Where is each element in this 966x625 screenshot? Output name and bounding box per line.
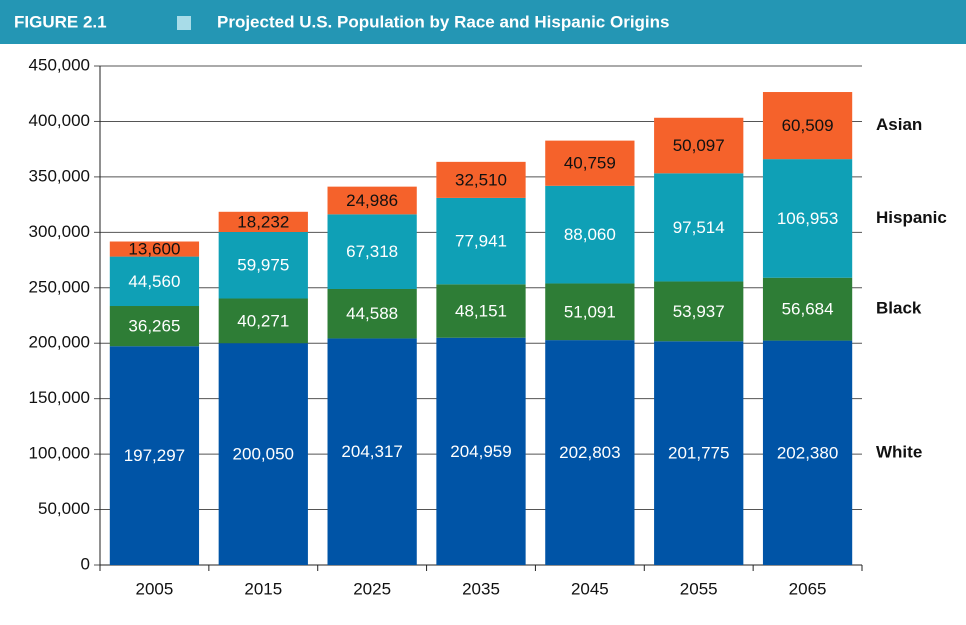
header-square xyxy=(177,16,191,30)
data-label: 36,265 xyxy=(128,317,180,336)
chart-title: Projected U.S. Population by Race and Hi… xyxy=(217,12,669,31)
legend-label: White xyxy=(876,442,922,461)
data-label: 51,091 xyxy=(564,302,616,321)
data-label: 40,759 xyxy=(564,154,616,173)
y-tick-label: 250,000 xyxy=(29,277,90,296)
data-label: 53,937 xyxy=(673,302,725,321)
y-tick-label: 100,000 xyxy=(29,444,90,463)
legend-label: Hispanic xyxy=(876,208,947,227)
data-label: 202,380 xyxy=(777,443,838,462)
header-bar xyxy=(0,0,966,44)
bar-segment xyxy=(436,337,526,565)
y-tick-label: 350,000 xyxy=(29,166,90,185)
data-label: 88,060 xyxy=(564,225,616,244)
bar-segment xyxy=(654,117,744,174)
y-tick-label: 150,000 xyxy=(29,388,90,407)
x-tick-label: 2025 xyxy=(353,579,391,598)
bar-segment xyxy=(545,340,635,565)
data-label: 106,953 xyxy=(777,209,838,228)
bar-segment xyxy=(545,140,635,186)
bar-segment xyxy=(762,159,853,278)
bar-segment xyxy=(218,232,308,299)
x-tick-label: 2015 xyxy=(244,579,282,598)
bar-segment xyxy=(436,161,526,198)
bar-segment xyxy=(218,211,308,233)
bar-segment xyxy=(109,241,200,257)
bar-segment xyxy=(762,277,853,341)
data-label: 197,297 xyxy=(124,446,185,465)
bars: 197,297 36,265 44,560 13,600 200,050 40,271 59… xyxy=(109,92,853,565)
x-tick-label: 2045 xyxy=(571,579,609,598)
x-tick-label: 2005 xyxy=(136,579,174,598)
bar-segment xyxy=(762,340,853,565)
y-tick-label: 300,000 xyxy=(29,222,90,241)
figure-label: FIGURE 2.1 xyxy=(14,12,107,31)
x-tick-label: 2065 xyxy=(789,579,827,598)
bar-segment xyxy=(436,197,526,285)
legend-label: Asian xyxy=(876,115,922,134)
data-label: 44,560 xyxy=(128,272,180,291)
legend-label: Black xyxy=(876,299,922,318)
data-label: 67,318 xyxy=(346,242,398,261)
bar-segment xyxy=(327,288,417,339)
data-label: 204,317 xyxy=(341,442,402,461)
bar-segment xyxy=(762,92,853,160)
bar-segment xyxy=(654,281,744,342)
bar-segment xyxy=(218,298,308,344)
data-label: 32,510 xyxy=(455,170,507,189)
data-label: 50,097 xyxy=(673,136,725,155)
y-tick-label: 200,000 xyxy=(29,333,90,352)
y-tick-label: 400,000 xyxy=(29,111,90,130)
data-label: 56,684 xyxy=(782,300,834,319)
x-tick-label: 2055 xyxy=(680,579,718,598)
bar-segment xyxy=(327,338,417,565)
data-label: 13,600 xyxy=(128,240,180,259)
bar-segment xyxy=(218,343,308,565)
x-tick-label: 2035 xyxy=(462,579,500,598)
data-label: 18,232 xyxy=(237,212,289,231)
y-tick-label: 0 xyxy=(81,554,90,573)
y-tick-label: 50,000 xyxy=(38,499,90,518)
data-label: 202,803 xyxy=(559,443,620,462)
data-label: 204,959 xyxy=(450,442,511,461)
data-label: 59,975 xyxy=(237,256,289,275)
bar-segment xyxy=(436,284,526,338)
bar-segment xyxy=(109,346,200,565)
bar-segment xyxy=(654,173,744,282)
bar-segment xyxy=(327,186,417,215)
bar-segment xyxy=(545,185,635,284)
bar-segment xyxy=(109,306,200,347)
data-label: 97,514 xyxy=(673,218,725,237)
data-label: 48,151 xyxy=(455,302,507,321)
bar-segment xyxy=(327,214,417,289)
data-label: 40,271 xyxy=(237,311,289,330)
data-label: 44,588 xyxy=(346,304,398,323)
data-label: 24,986 xyxy=(346,191,398,210)
data-label: 60,509 xyxy=(782,116,834,135)
y-tick-label: 450,000 xyxy=(29,55,90,74)
bar-segment xyxy=(109,256,200,307)
data-label: 201,775 xyxy=(668,444,729,463)
bar-segment xyxy=(654,341,744,565)
data-label: 77,941 xyxy=(455,232,507,251)
data-label: 200,050 xyxy=(233,445,294,464)
bar-segment xyxy=(545,283,635,341)
